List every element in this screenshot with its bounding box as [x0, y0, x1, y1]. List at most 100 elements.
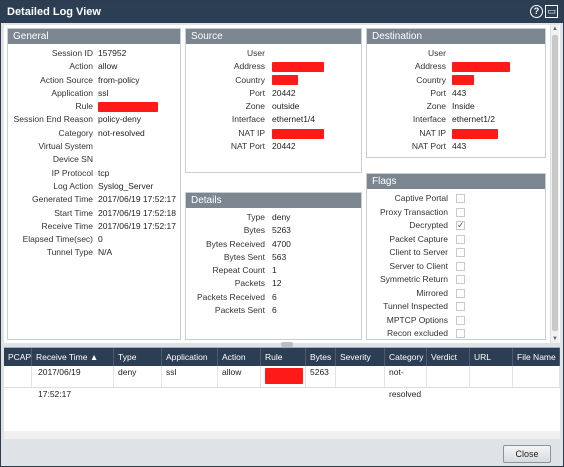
- field-value: 4700: [272, 238, 291, 249]
- field-value: 2017/06/19 17:52:17: [98, 194, 176, 205]
- details-panel: Details Type deny Bytes 5263 Bytes Received 4…: [185, 192, 362, 340]
- field-value: [452, 127, 498, 140]
- flag-checkbox[interactable]: [456, 329, 465, 338]
- flags-panel: Flags Captive Portal Proxy Transaction Dec…: [366, 173, 546, 340]
- field-label: Address: [233, 61, 265, 72]
- column-header-receive-time[interactable]: Receive Time ▲: [32, 348, 114, 366]
- column-header-action[interactable]: Action: [218, 348, 261, 366]
- flag-mirrored: Mirrored: [367, 287, 545, 301]
- dialog-title: Detailed Log View: [7, 6, 101, 18]
- field-label: Start Time: [54, 207, 93, 218]
- destination-field-country: Country: [367, 74, 545, 87]
- field-label: Action Source: [40, 74, 93, 85]
- scroll-down-icon[interactable]: ▼: [552, 336, 558, 342]
- field-value: 157952: [98, 48, 127, 58]
- table-horizontal-scrollbar[interactable]: [4, 431, 560, 439]
- maximize-icon[interactable]: ▭: [545, 5, 558, 18]
- flag-checkbox[interactable]: [456, 194, 465, 203]
- field-label: Interface: [412, 114, 446, 125]
- details-panel-title: Details: [186, 193, 361, 208]
- field-label: User: [428, 48, 446, 58]
- flag-label: Client to Server: [389, 247, 448, 257]
- field-value: 2017/06/19 17:52:18: [98, 207, 176, 218]
- general-field-virtual-system: Virtual System: [8, 140, 180, 153]
- details-field-bytes-sent: Bytes Sent 563: [186, 251, 361, 264]
- details-field-packets-sent: Packets Sent 6: [186, 304, 361, 317]
- field-label: NAT Port: [230, 141, 265, 152]
- source-field-interface: Interface ethernet1/4: [186, 113, 361, 126]
- field-label: Application: [51, 87, 93, 98]
- field-label: Repeat Count: [212, 265, 265, 276]
- source-field-address: Address: [186, 60, 361, 73]
- flag-checkbox[interactable]: [456, 261, 465, 271]
- field-value: 2017/06/19 17:52:17: [98, 220, 176, 231]
- column-header-verdict[interactable]: Verdict: [427, 348, 470, 366]
- details-field-repeat-count: Repeat Count 1: [186, 264, 361, 277]
- details-field-bytes: Bytes 5263: [186, 224, 361, 237]
- flag-label: Mirrored: [416, 287, 448, 298]
- field-value: ssl: [98, 87, 109, 98]
- field-value: 443: [452, 141, 467, 152]
- source-field-nat-port: NAT Port 20442: [186, 140, 361, 153]
- general-field-action-source: Action Source from-policy: [8, 74, 180, 87]
- general-field-start-time: Start Time 2017/06/19 17:52:18: [8, 207, 180, 220]
- cell-application: ssl: [162, 366, 218, 388]
- column-header-category[interactable]: Category: [385, 348, 427, 366]
- field-value: allow: [98, 61, 118, 72]
- flag-decrypted: Decrypted: [367, 219, 545, 233]
- flag-checkbox[interactable]: [456, 275, 465, 284]
- general-panel-title: General: [8, 29, 180, 44]
- field-value: 443: [452, 87, 467, 98]
- flag-mptcp-options: MPTCP Options: [367, 314, 545, 328]
- cell-verdict: [427, 366, 470, 388]
- redacted-country: [452, 75, 474, 86]
- table-row[interactable]: 2017/06/19 17:52:17 deny ssl allow 5263 …: [4, 366, 560, 399]
- flag-checkbox[interactable]: [456, 207, 465, 217]
- flag-tunnel-inspected: Tunnel Inspected: [367, 300, 545, 314]
- field-value: [272, 127, 324, 140]
- details-field-type: Type deny: [186, 211, 361, 224]
- field-label: Zone: [426, 101, 446, 112]
- destination-panel: Destination User Address Country Port 443 Zon…: [366, 28, 546, 158]
- details-scrollbar[interactable]: ▲ ▼: [550, 25, 559, 343]
- flag-checkbox[interactable]: [456, 315, 465, 325]
- column-header-file-name[interactable]: File Name: [513, 348, 560, 366]
- general-field-session-id: Session ID 157952: [8, 47, 180, 60]
- column-header-bytes[interactable]: Bytes: [306, 348, 336, 366]
- flag-label: Packet Capture: [389, 233, 448, 244]
- field-value: [272, 60, 324, 73]
- field-label: IP Protocol: [51, 167, 93, 178]
- scroll-up-icon[interactable]: ▲: [552, 26, 558, 32]
- destination-fields: User Address Country Port 443 Zone Inside Inter…: [367, 47, 545, 153]
- column-header-url[interactable]: URL: [470, 348, 513, 366]
- redacted-address: [272, 62, 324, 73]
- cell-type: deny: [114, 366, 162, 388]
- general-fields: Session ID 157952 Action allow Action Source…: [8, 47, 180, 260]
- scrollbar-thumb[interactable]: [552, 35, 558, 331]
- flag-checkbox[interactable]: [456, 234, 465, 244]
- pane-splitter-handle[interactable]: [281, 342, 293, 347]
- general-field-action: Action allow: [8, 60, 180, 73]
- field-label: Packets: [234, 278, 265, 289]
- cell-severity: [336, 366, 385, 388]
- column-header-severity[interactable]: Severity: [336, 348, 385, 366]
- flag-checkbox[interactable]: [456, 219, 465, 232]
- help-icon[interactable]: ?: [530, 5, 543, 18]
- column-header-type[interactable]: Type: [114, 348, 162, 366]
- cell-category-line2: resolved: [389, 389, 422, 399]
- column-header-application[interactable]: Application: [162, 348, 218, 366]
- flag-checkbox[interactable]: [456, 248, 465, 257]
- title-bar: Detailed Log View ? ▭: [1, 1, 563, 23]
- field-label: Receive Time: [41, 220, 94, 231]
- general-panel: General Session ID 157952 Action allow Actio…: [7, 28, 181, 340]
- flag-symmetric-return: Symmetric Return: [367, 273, 545, 287]
- flag-recon-excluded: Recon excluded: [367, 327, 545, 341]
- flag-checkbox[interactable]: [456, 302, 465, 311]
- column-header-rule[interactable]: Rule: [261, 348, 306, 366]
- cell-receive-date: 2017/06/19: [38, 367, 81, 377]
- field-label: Bytes: [243, 225, 265, 236]
- field-value: [98, 100, 158, 113]
- flag-checkbox[interactable]: [456, 288, 465, 298]
- close-button[interactable]: Close: [503, 445, 551, 463]
- column-header-pcap[interactable]: PCAP: [4, 348, 32, 366]
